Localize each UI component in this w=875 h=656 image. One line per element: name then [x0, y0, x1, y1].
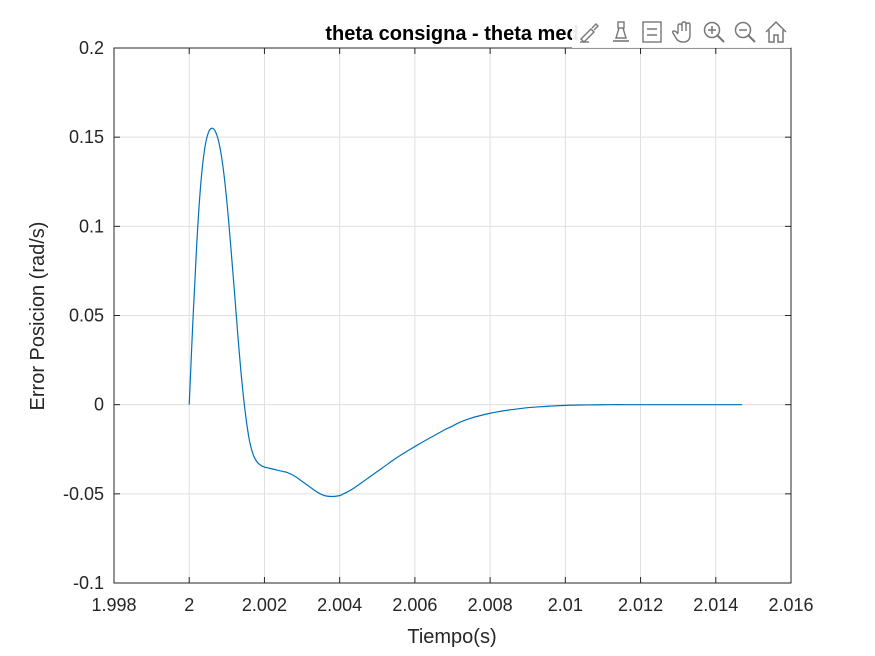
y-tick-label: -0.05 [63, 484, 104, 504]
plot-title: theta consigna - theta med [325, 23, 578, 45]
legend-button[interactable] [636, 17, 667, 47]
x-tick-label: 2.008 [468, 595, 513, 615]
x-tick-label: 2 [184, 595, 194, 615]
y-tick-label: 0.05 [69, 306, 104, 326]
brush-button[interactable] [574, 17, 605, 47]
brush-icon [579, 23, 599, 43]
zoom-out-icon [734, 21, 756, 43]
tick-labels: 1.998 2 2.002 2.004 2.006 2.008 2.01 2.012 2.014… [63, 38, 814, 615]
axes-toolbar [572, 16, 791, 48]
y-axis-label: Error Posicion (rad/s) [27, 222, 49, 411]
pan-icon [671, 21, 691, 43]
data-tip-icon [612, 21, 629, 42]
x-tick-label: 2.016 [768, 595, 813, 615]
x-tick-label: 1.998 [91, 595, 136, 615]
legend-icon [641, 21, 662, 43]
x-tick-label: 2.01 [548, 595, 583, 615]
x-tick-label: 2.014 [693, 595, 738, 615]
zoom-in-button[interactable] [698, 17, 729, 47]
series-line [188, 127, 743, 498]
x-tick-label: 2.004 [317, 595, 362, 615]
pan-button[interactable] [667, 17, 698, 47]
x-tick-label: 2.012 [618, 595, 663, 615]
home-icon [764, 20, 787, 43]
y-tick-label: 0 [94, 395, 104, 415]
home-button[interactable] [760, 17, 791, 47]
zoom-in-icon [703, 21, 725, 43]
axes-box [113, 47, 792, 584]
data-tip-button[interactable] [605, 17, 636, 47]
y-tick-label: -0.1 [73, 573, 104, 593]
y-tick-label: 0.1 [79, 216, 104, 236]
y-tick-label: 0.2 [79, 38, 104, 58]
x-axis-label: Tiempo(s) [407, 626, 496, 648]
y-tick-label: 0.15 [69, 127, 104, 147]
x-tick-label: 2.002 [242, 595, 287, 615]
x-tick-label: 2.006 [392, 595, 437, 615]
zoom-out-button[interactable] [729, 17, 760, 47]
